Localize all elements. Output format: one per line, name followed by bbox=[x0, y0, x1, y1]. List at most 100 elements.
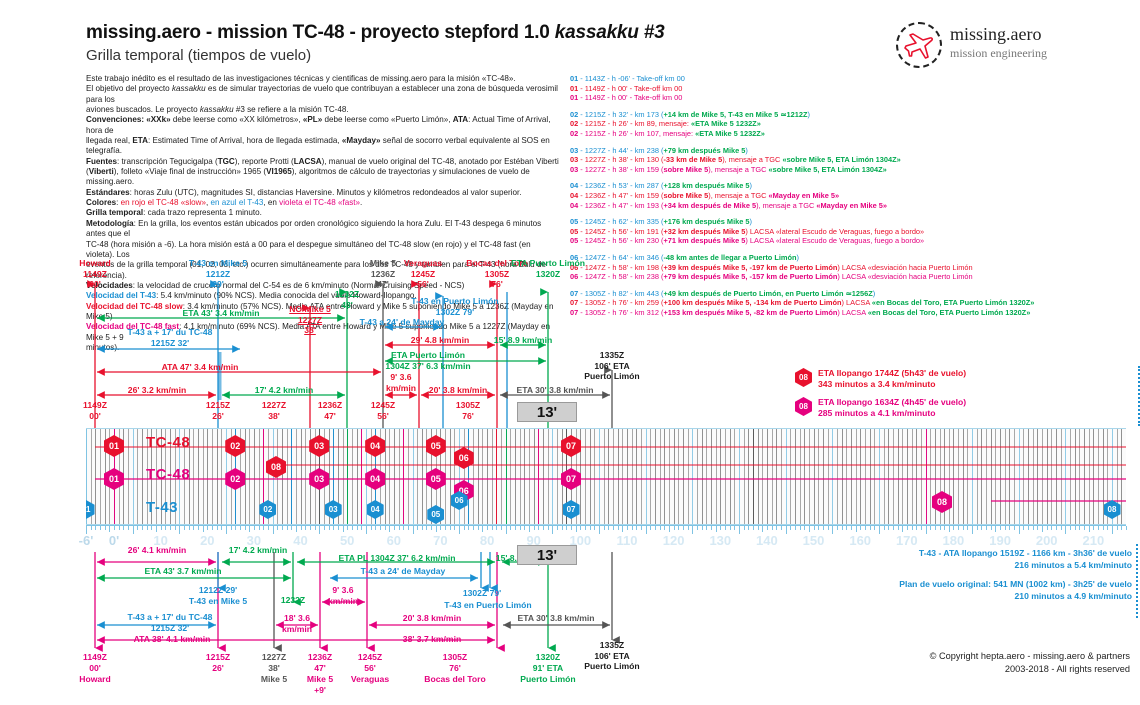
timeline-marker-red[interactable]: 04 bbox=[365, 435, 386, 457]
timeline-marker-blue[interactable]: 03 bbox=[324, 500, 342, 519]
grid-minute-line bbox=[1042, 429, 1044, 524]
bbar-17-42: 17' 4.2 km/min bbox=[228, 545, 288, 555]
ruler-tick bbox=[892, 526, 894, 530]
timeline-marker-red[interactable]: 06 bbox=[453, 447, 474, 469]
timeline-marker-violet-08[interactable]: 08 bbox=[932, 491, 952, 513]
event-row: 06 - 1247Z - h 58' - km 238 (+79 km desp… bbox=[570, 272, 1136, 282]
timeline-marker-violet[interactable]: 04 bbox=[365, 468, 386, 490]
timeline-marker-blue[interactable]: 07 bbox=[562, 500, 580, 519]
grid-minute-line bbox=[151, 429, 153, 524]
timeline-marker-violet[interactable]: 05 bbox=[425, 468, 446, 490]
event-number: 01 bbox=[570, 74, 579, 83]
grid-minute-line bbox=[603, 429, 605, 524]
grid-minute-line bbox=[780, 429, 782, 524]
bar-t43-plus17: T-43 a + 17' du TC-48 1215Z 32' bbox=[127, 327, 213, 348]
grid-minute-line bbox=[449, 429, 451, 524]
event-number: 05 bbox=[570, 236, 579, 246]
grid-event-line bbox=[333, 429, 335, 524]
event-number: 07 bbox=[570, 307, 579, 317]
timeline-marker-violet[interactable]: 03 bbox=[309, 468, 330, 490]
timeline-marker-blue[interactable]: 04 bbox=[366, 500, 384, 519]
ruler-tick bbox=[808, 526, 810, 532]
timeline-marker-red[interactable]: 02 bbox=[225, 435, 246, 457]
event-highlight: +39 km después Mike 5, -197 km de Puerto… bbox=[663, 262, 838, 272]
timeline-marker-blue[interactable]: 06 bbox=[450, 491, 468, 510]
grid-minute-line bbox=[389, 429, 391, 524]
grid-minute-line bbox=[146, 429, 148, 524]
page-title: missing.aero - mission TC-48 - proyecto … bbox=[86, 22, 665, 44]
ruler-tick bbox=[235, 526, 237, 530]
event-highlight: -33 km de Mike 5 bbox=[663, 155, 723, 165]
ruler-tick bbox=[407, 526, 409, 530]
timeline-marker-red[interactable]: 03 bbox=[309, 435, 330, 457]
grid-minute-line bbox=[454, 429, 456, 524]
grid-minute-line bbox=[1004, 429, 1006, 524]
grid-minute-line bbox=[916, 429, 918, 524]
ruler-tick bbox=[100, 526, 101, 530]
grid-minute-line bbox=[197, 429, 199, 524]
timeline-marker-red[interactable]: 07 bbox=[561, 435, 582, 457]
event-after: ), mensaje a TGC bbox=[756, 200, 817, 210]
ruler-tick bbox=[1121, 526, 1123, 530]
ruler-tick bbox=[724, 526, 726, 530]
timeline-marker-blue[interactable]: 05 bbox=[427, 505, 445, 524]
grid-minute-line bbox=[645, 429, 647, 524]
timeline-band[interactable]: TC-48 TC-48 T-43 01 02 03 04 05 06 07 08 01 02 03 0… bbox=[86, 428, 1126, 525]
ruler-tick bbox=[860, 526, 862, 530]
ruler-tick bbox=[1084, 526, 1085, 530]
ruler-tick bbox=[403, 526, 405, 530]
event-after: ) bbox=[796, 252, 799, 262]
ruler-tick bbox=[911, 526, 913, 530]
event-number: 06 bbox=[570, 252, 579, 262]
grid-minute-line bbox=[813, 429, 815, 524]
note-t43-ata-2: 216 minutos a 5.4 km/minuto bbox=[1014, 559, 1132, 570]
ruler-tick bbox=[962, 526, 964, 530]
ruler-tick bbox=[944, 526, 946, 530]
timeline-marker-red[interactable]: 05 bbox=[425, 435, 446, 457]
ruler-tick bbox=[221, 526, 223, 530]
event-row: 05 - 1245Z - h 56' - km 230 (+71 km desp… bbox=[570, 236, 1136, 246]
timeline-marker-violet[interactable]: 01 bbox=[103, 468, 124, 490]
ruler-tick bbox=[585, 526, 586, 530]
ruler-tick bbox=[655, 526, 656, 530]
grid-minute-line bbox=[421, 429, 423, 524]
grid-minute-line bbox=[948, 429, 950, 524]
logo-circle bbox=[896, 22, 942, 68]
timeline-marker-violet[interactable]: 07 bbox=[561, 468, 582, 490]
bstation-mike5-plus9: 1236Z 47' Mike 5 +9' bbox=[306, 652, 334, 695]
grid-minute-line bbox=[1074, 429, 1076, 524]
event-gap bbox=[570, 246, 1136, 253]
grid-minute-line bbox=[142, 429, 143, 524]
timeline-marker-violet[interactable]: 02 bbox=[225, 468, 246, 490]
ruler-tick bbox=[491, 526, 493, 530]
airplane-icon bbox=[904, 33, 934, 59]
timeline-marker-blue[interactable]: 08 bbox=[1103, 500, 1121, 519]
event-number: 06 bbox=[570, 262, 579, 272]
event-highlight: «ETA Mike 5 1232Z» bbox=[695, 128, 765, 138]
ruler-tick bbox=[277, 526, 279, 530]
grid-minute-line bbox=[1065, 429, 1067, 524]
ruler-tick bbox=[785, 526, 787, 534]
ruler-tick bbox=[1102, 526, 1104, 530]
timeline-marker-blue[interactable]: 01 bbox=[86, 500, 95, 519]
ruler-tick bbox=[193, 526, 195, 530]
grid-minute-line bbox=[808, 429, 810, 524]
event-gap bbox=[570, 139, 1136, 146]
grid-minute-line bbox=[641, 429, 642, 524]
event-text: - 1215Z - h 26' - km 89, mensaje: bbox=[578, 119, 691, 129]
ruler-tick bbox=[1032, 526, 1034, 530]
bbar-1302z-79: 1302Z 79' bbox=[462, 588, 502, 598]
ruler-tick bbox=[249, 526, 251, 532]
grid-minute-line bbox=[207, 429, 209, 524]
intro-conventions-2: llegada real, ETA: Estimated Time of Arr… bbox=[86, 136, 550, 156]
ruler-tick bbox=[752, 526, 754, 530]
event-number: 04 bbox=[570, 190, 579, 200]
ruler-tick bbox=[538, 526, 540, 530]
event-number: 03 bbox=[570, 164, 579, 174]
grid-minute-line bbox=[1079, 429, 1081, 524]
timeline-marker-blue[interactable]: 02 bbox=[259, 500, 277, 519]
timeline-marker-red[interactable]: 01 bbox=[103, 435, 124, 457]
grid-minute-line bbox=[790, 429, 792, 524]
timeline-marker-red-08[interactable]: 08 bbox=[266, 456, 286, 478]
ruler-tick bbox=[183, 526, 185, 530]
